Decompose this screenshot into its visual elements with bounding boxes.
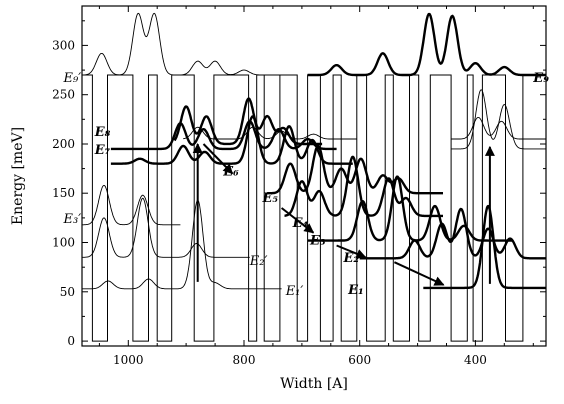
y-tick-label-1: 50	[60, 285, 75, 299]
wavefunction-line-7	[422, 204, 546, 290]
wavefunction-line-2	[110, 115, 353, 165]
wavefunction-line-4	[283, 155, 444, 218]
well-potential-profile	[82, 74, 546, 342]
level-label-12: E₉	[532, 71, 549, 86]
y-tick-label-0: 0	[67, 334, 75, 348]
y-tick-label-3: 150	[52, 186, 75, 200]
level-label-6: E₂	[343, 251, 360, 266]
plot-area	[82, 12, 546, 342]
wavefunction-line-15	[451, 89, 546, 150]
x-tick-label-2: 600	[348, 353, 371, 367]
level-label-2: E₆	[222, 165, 239, 180]
y-tick-label-5: 250	[52, 88, 75, 102]
wavefunction-line-8	[307, 12, 546, 77]
wavefunction-line-13	[82, 199, 282, 290]
wavefunction-line-11	[82, 184, 181, 226]
wavefunction-line-6	[359, 207, 546, 260]
wavefunction-line-3	[266, 144, 444, 195]
transition-arrow-5	[393, 261, 445, 286]
wavefunction-line-14	[451, 116, 546, 140]
x-tick-label-3: 400	[464, 353, 487, 367]
transition-arrow-2	[202, 143, 234, 175]
level-label-11: E₉′	[63, 71, 82, 86]
plot-frame	[81, 5, 547, 347]
x-tick-label-1: 800	[233, 353, 256, 367]
level-label-0: E₈	[94, 125, 111, 140]
transition-arrow-3	[280, 207, 315, 234]
level-label-5: E₃	[309, 234, 326, 249]
wavefunction-line-5	[307, 175, 514, 242]
level-label-7: E₁	[347, 283, 364, 298]
level-label-10: E₁′	[285, 284, 304, 299]
y-axis-title: Energy [meV]	[10, 127, 26, 225]
wavefunction-line-10	[183, 126, 357, 140]
transition-arrow-4	[336, 244, 367, 259]
level-label-3: E₅	[262, 191, 279, 206]
level-label-8: E₃′	[63, 212, 82, 227]
x-axis-title: Width [A]	[280, 376, 348, 392]
x-tick-label-0: 1000	[113, 353, 144, 367]
wavefunction-line-1	[110, 120, 337, 151]
y-tick-label-6: 300	[52, 38, 75, 52]
wavefunction-line-12	[82, 197, 250, 258]
wavefunction-line-0	[173, 97, 323, 146]
level-label-4: E₄	[292, 216, 309, 231]
level-label-9: E₂′	[249, 254, 268, 269]
y-tick-label-2: 100	[52, 236, 75, 250]
level-label-1: E₇	[94, 143, 111, 158]
wavefunction-line-9	[82, 12, 291, 76]
y-tick-label-4: 200	[52, 137, 75, 151]
